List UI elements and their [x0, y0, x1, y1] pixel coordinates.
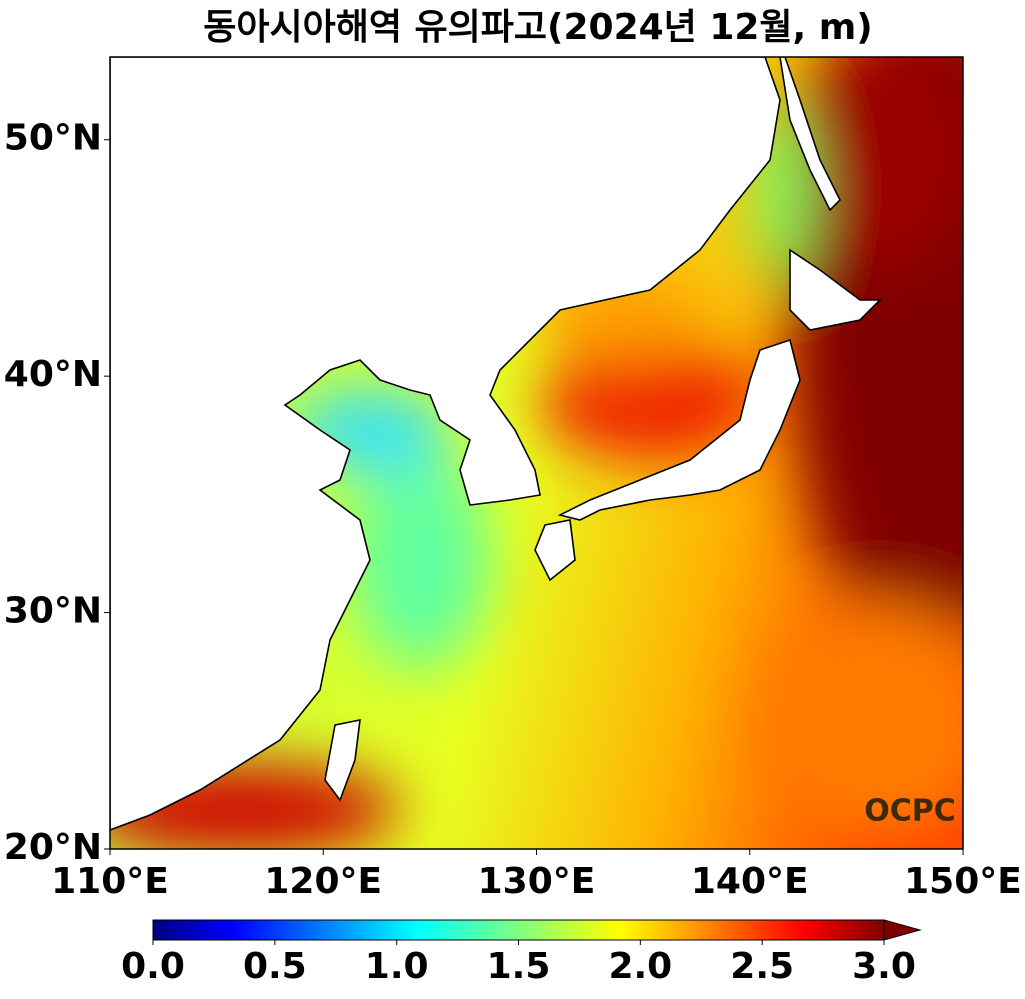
- x-tick-label: 140°E: [691, 861, 809, 902]
- colorbar-tick-label: 0.0: [121, 946, 185, 987]
- x-tick-label: 150°E: [904, 861, 1022, 902]
- colorbar-tick-label: 2.5: [730, 946, 794, 987]
- x-tick-label: 130°E: [478, 861, 596, 902]
- y-tick-label: 20°N: [4, 827, 102, 868]
- colorbar-extend: [883, 919, 922, 941]
- y-tick-label: 40°N: [4, 354, 102, 395]
- y-tick-label: 50°N: [4, 118, 102, 159]
- colorbar: [152, 919, 885, 941]
- colorbar-tick-label: 0.5: [243, 946, 307, 987]
- x-tick-label: 120°E: [264, 861, 382, 902]
- axes: 110°E 120°E 130°E 140°E 150°E 20°N 30°N 40°N 50°…: [4, 118, 1022, 987]
- x-tick-label: 110°E: [51, 861, 169, 902]
- colorbar-tick-label: 1.5: [487, 946, 551, 987]
- colorbar-tick-label: 1.0: [365, 946, 429, 987]
- colorbar-tick-label: 2.0: [608, 946, 672, 987]
- y-tick-label: 30°N: [4, 591, 102, 632]
- logo: OCPC: [864, 794, 956, 829]
- wave-height-field: [110, 57, 963, 849]
- title: 동아시아해역 유의파고(2024년 12월, m): [203, 7, 872, 48]
- colorbar-tick-label: 3.0: [852, 946, 916, 987]
